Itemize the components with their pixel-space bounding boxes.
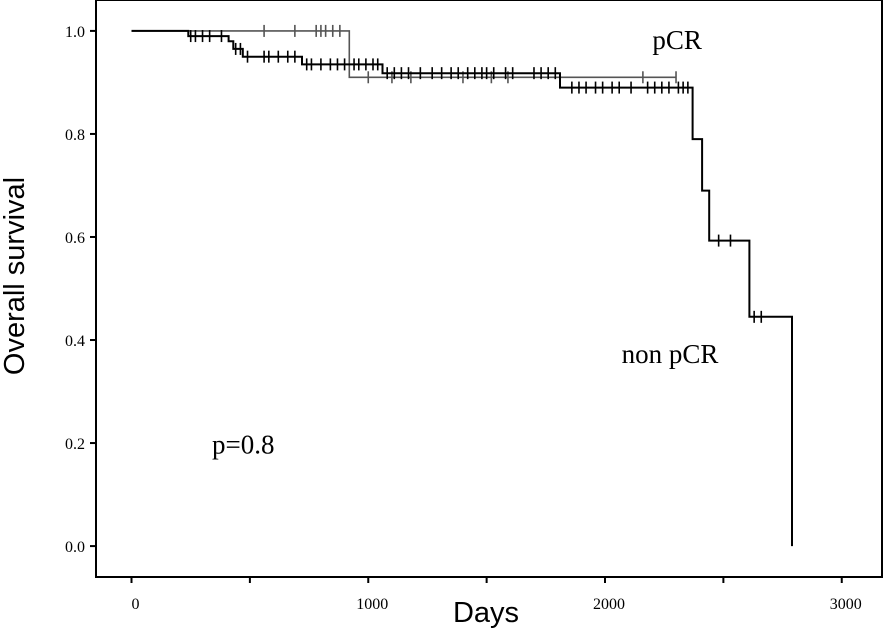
series-1 (131, 29, 793, 547)
y-axis-title: Overall survival (0, 177, 31, 375)
series-0 (131, 24, 677, 84)
x-tick-label: 0 (132, 596, 140, 613)
x-tick-label: 3000 (830, 596, 862, 613)
x-tick-label: 1000 (356, 596, 388, 613)
survival-curve (131, 29, 793, 547)
x-axis-title: Days (453, 597, 519, 629)
y-tick-label: 0.4 (65, 333, 85, 350)
y-tick-label: 0.0 (65, 539, 85, 556)
annotation-label: non pCR (622, 339, 719, 369)
y-tick-label: 0.6 (65, 230, 85, 247)
y-tick-label: 0.2 (65, 436, 85, 453)
annotation-label: pCR (652, 25, 702, 55)
x-tick-label: 2000 (593, 596, 625, 613)
y-tick-label: 1.0 (65, 24, 85, 41)
survival-curve (131, 30, 676, 79)
annotation-label: p=0.8 (212, 429, 274, 459)
plot-frame (95, 0, 883, 578)
y-tick-label: 0.8 (65, 127, 85, 144)
